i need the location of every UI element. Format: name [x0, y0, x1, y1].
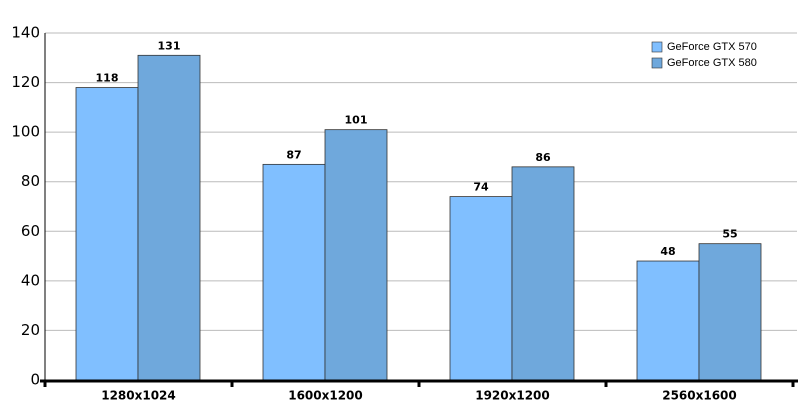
bar — [262, 163, 326, 381]
y-tick-label: 60 — [21, 222, 40, 240]
value-label: 131 — [158, 39, 181, 52]
y-tick-label: 120 — [11, 73, 40, 91]
x-tick-label: 1920x1200 — [475, 389, 550, 403]
bar — [75, 87, 139, 381]
value-label: 55 — [722, 228, 737, 241]
legend-swatch — [651, 41, 663, 53]
y-tick-label: 80 — [21, 172, 40, 190]
bar — [137, 54, 201, 381]
bar — [324, 129, 388, 381]
y-tick-label: 20 — [21, 321, 40, 339]
bar — [511, 166, 575, 381]
y-tick-label: 40 — [21, 271, 40, 289]
y-tick-label: 140 — [11, 24, 40, 42]
legend-label: GeForce GTX 580 — [667, 57, 757, 69]
bar — [636, 260, 700, 381]
value-label: 86 — [535, 151, 551, 164]
value-label: 74 — [473, 181, 489, 194]
x-tick-label: 1280x1024 — [101, 389, 176, 403]
y-tick-label: 100 — [11, 123, 40, 141]
value-label: 118 — [96, 72, 119, 85]
x-tick-label: 1600x1200 — [288, 389, 363, 403]
legend-label: GeForce GTX 570 — [667, 41, 757, 53]
bar — [449, 196, 513, 381]
bar — [698, 243, 762, 381]
x-tick-label: 2560x1600 — [662, 389, 737, 403]
value-label: 87 — [286, 148, 301, 161]
value-label: 48 — [660, 245, 675, 258]
y-tick-label: 0 — [30, 371, 40, 389]
value-label: 101 — [345, 114, 368, 127]
legend-swatch — [651, 57, 663, 69]
